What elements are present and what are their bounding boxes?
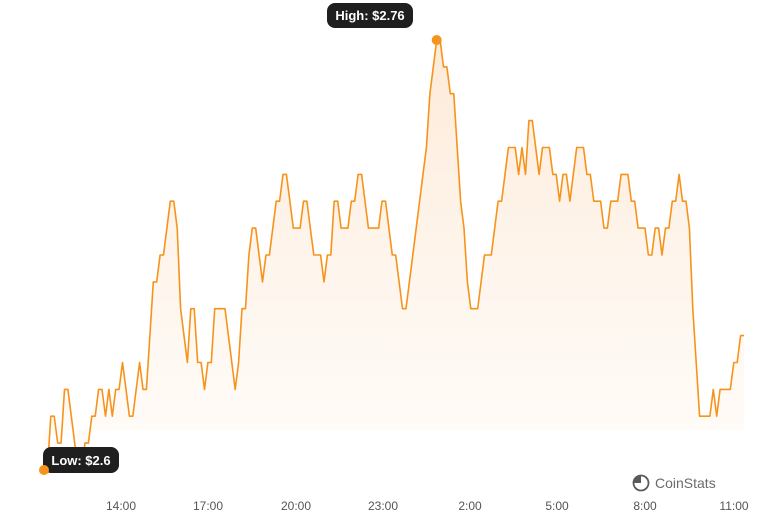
high-callout: High: $2.76 — [327, 3, 442, 45]
high-label: High: $2.76 — [335, 8, 404, 23]
low-callout: Low: $2.6 — [39, 447, 119, 475]
x-tick-label: 14:00 — [106, 499, 136, 513]
price-line — [44, 39, 744, 471]
coinstats-watermark: CoinStats — [632, 474, 716, 492]
coinstats-logo-icon — [632, 474, 650, 492]
low-label: Low: $2.6 — [51, 453, 110, 468]
high-marker — [431, 35, 442, 45]
x-axis: 14:00 17:00 20:00 23:00 2:00 5:00 8:00 11:00 — [106, 499, 749, 513]
x-tick-label: 11:00 — [719, 499, 748, 513]
coinstats-watermark-text: CoinStats — [655, 475, 716, 491]
x-tick-label: 20:00 — [281, 499, 311, 513]
x-tick-label: 2:00 — [458, 499, 482, 513]
x-tick-label: 8:00 — [633, 499, 657, 513]
x-tick-label: 23:00 — [368, 499, 398, 513]
x-tick-label: 17:00 — [193, 499, 223, 513]
x-tick-label: 5:00 — [545, 499, 569, 513]
low-marker — [39, 465, 49, 475]
